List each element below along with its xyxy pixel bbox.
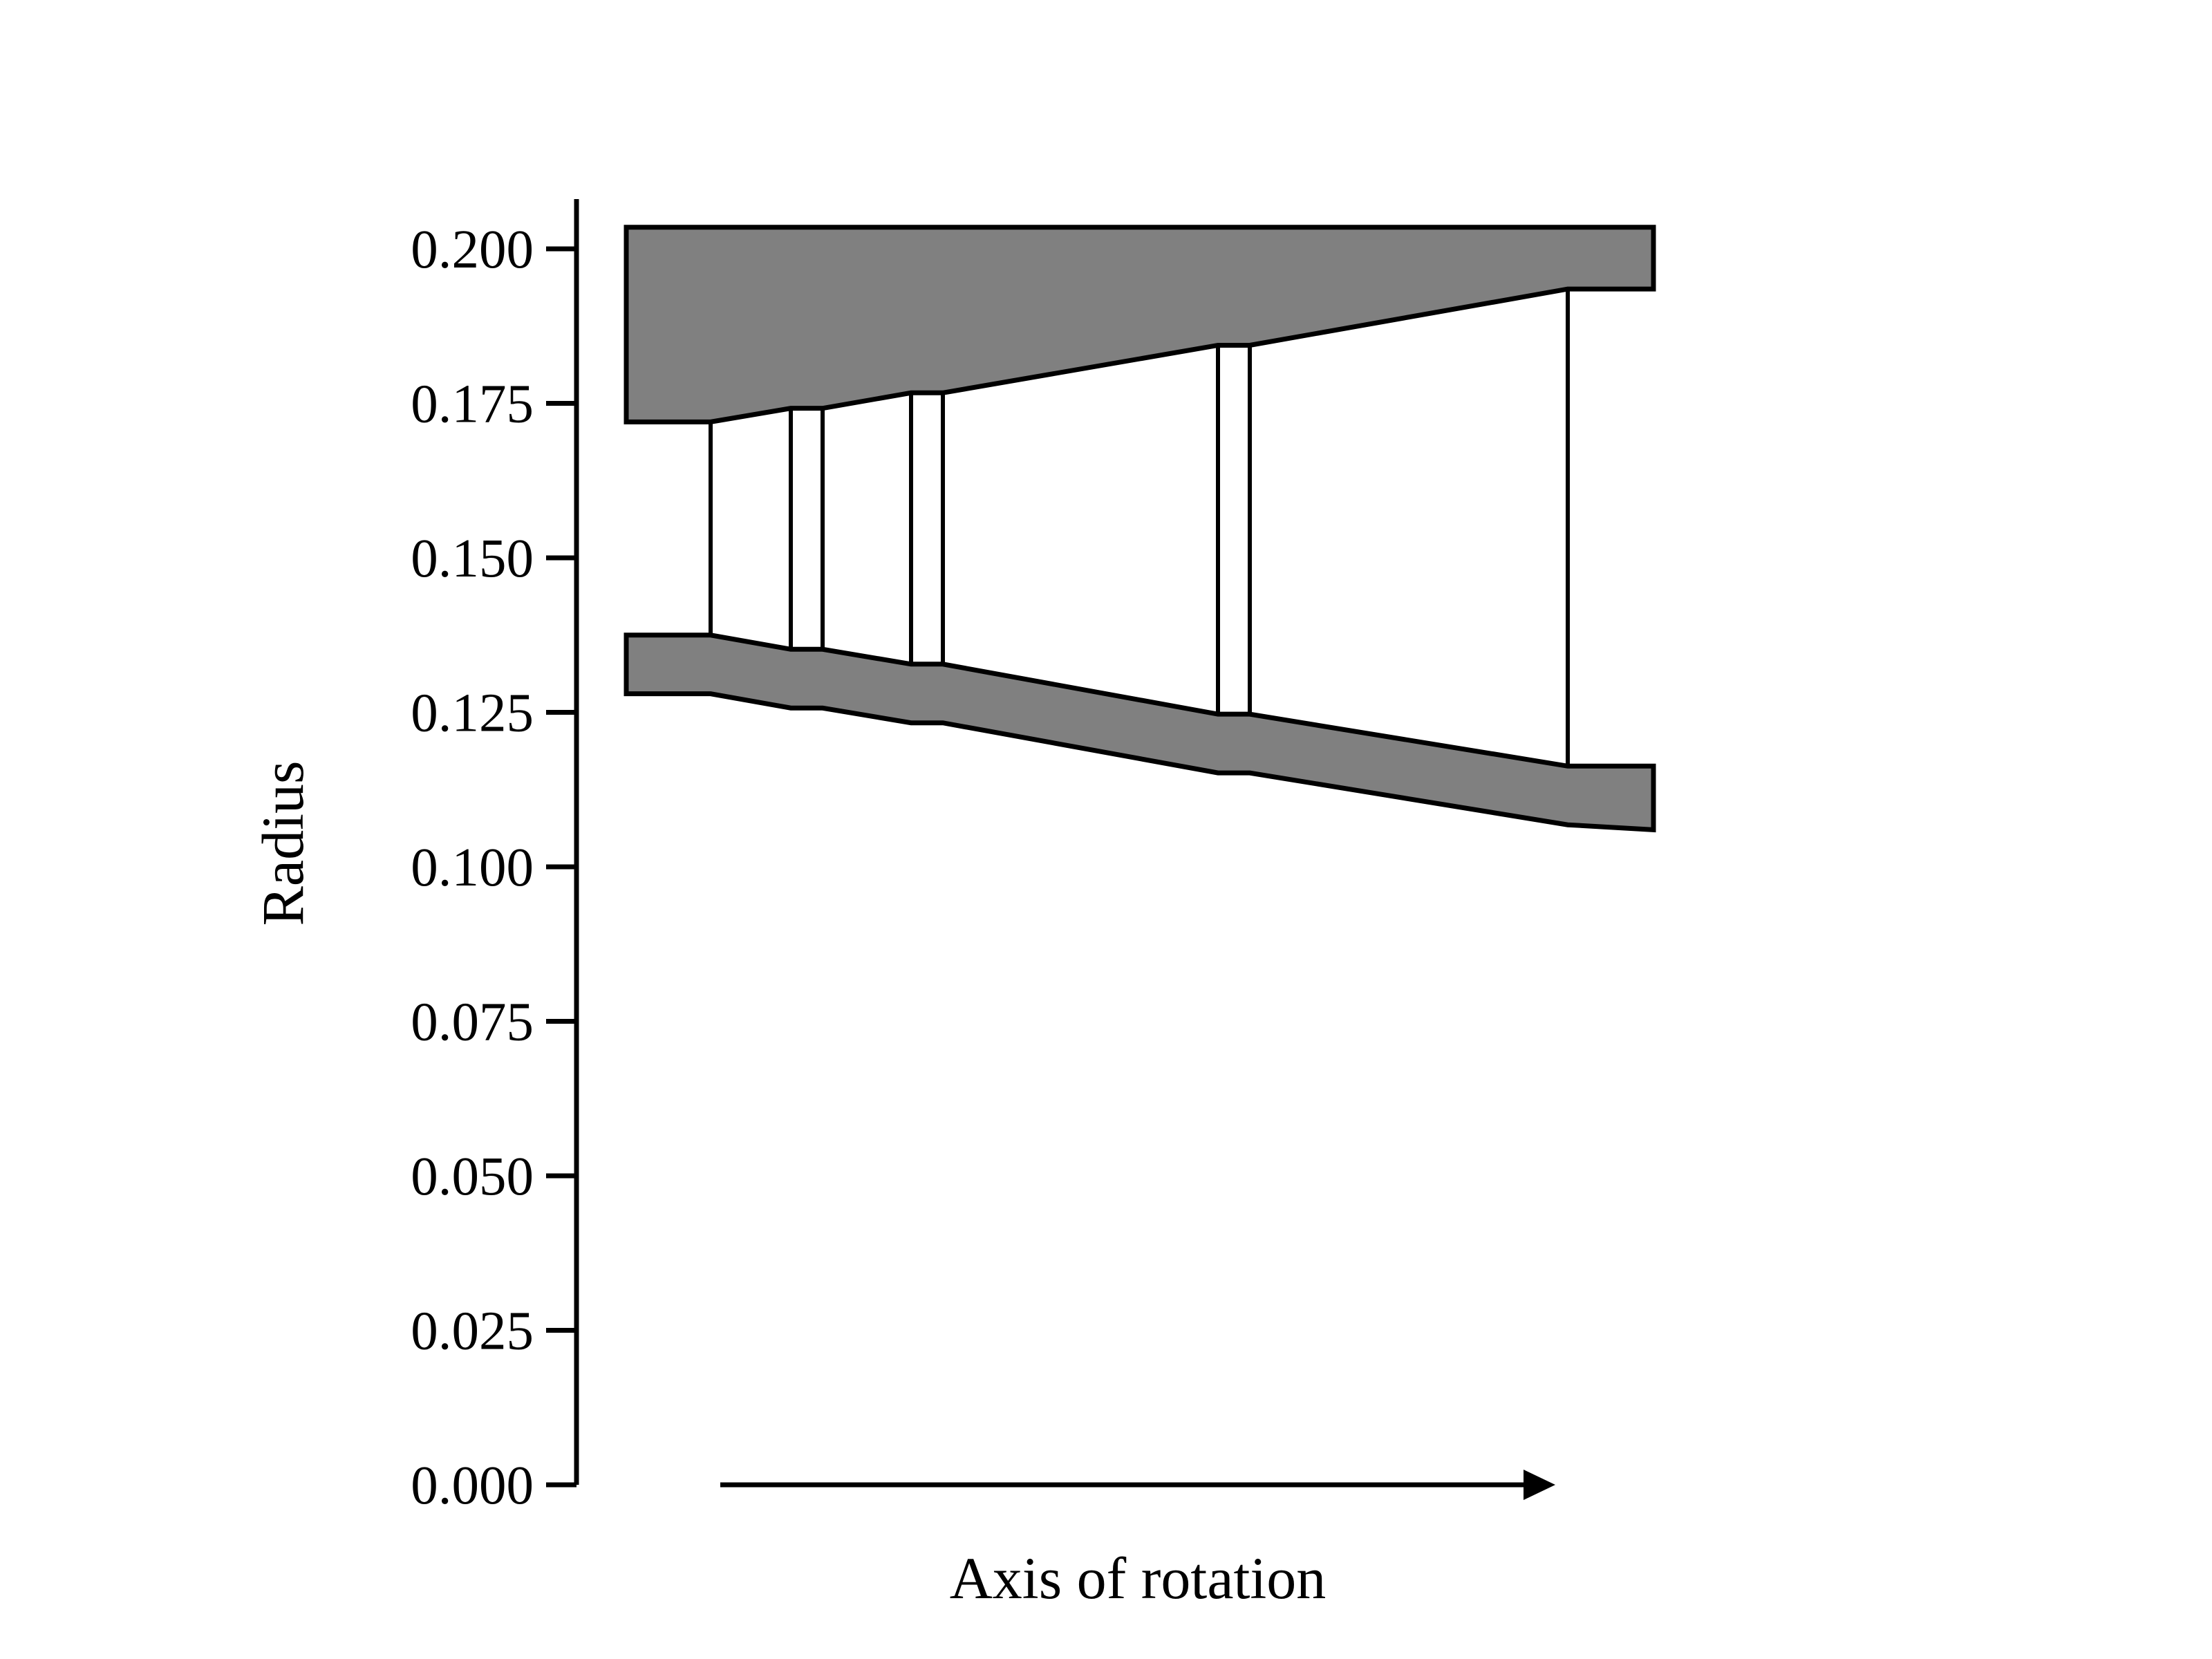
blade-row <box>909 393 945 664</box>
y-tick-label: 0.125 <box>411 684 534 744</box>
inner-hub <box>624 632 1656 833</box>
y-tick-label: 0.075 <box>411 993 534 1053</box>
y-axis-ticks: 0.000 0.025 0.050 0.075 0.100 0.125 0.150 0.175… <box>411 220 577 1516</box>
y-tick-label: 0.175 <box>411 375 534 435</box>
blade-row <box>789 408 825 650</box>
blade-row <box>1216 345 1252 715</box>
y-tick-label: 0.200 <box>411 220 534 280</box>
x-axis-title: Axis of rotation <box>950 1545 1327 1611</box>
y-axis-title: Radius <box>250 761 316 926</box>
y-tick-label: 0.000 <box>411 1456 534 1516</box>
y-tick-label: 0.025 <box>411 1302 534 1362</box>
y-tick-label: 0.100 <box>411 838 534 898</box>
y-tick-label: 0.050 <box>411 1147 534 1207</box>
blade-rows <box>709 289 1570 767</box>
rotation-axis-arrowhead <box>1524 1470 1555 1500</box>
y-tick-label: 0.150 <box>411 529 534 589</box>
